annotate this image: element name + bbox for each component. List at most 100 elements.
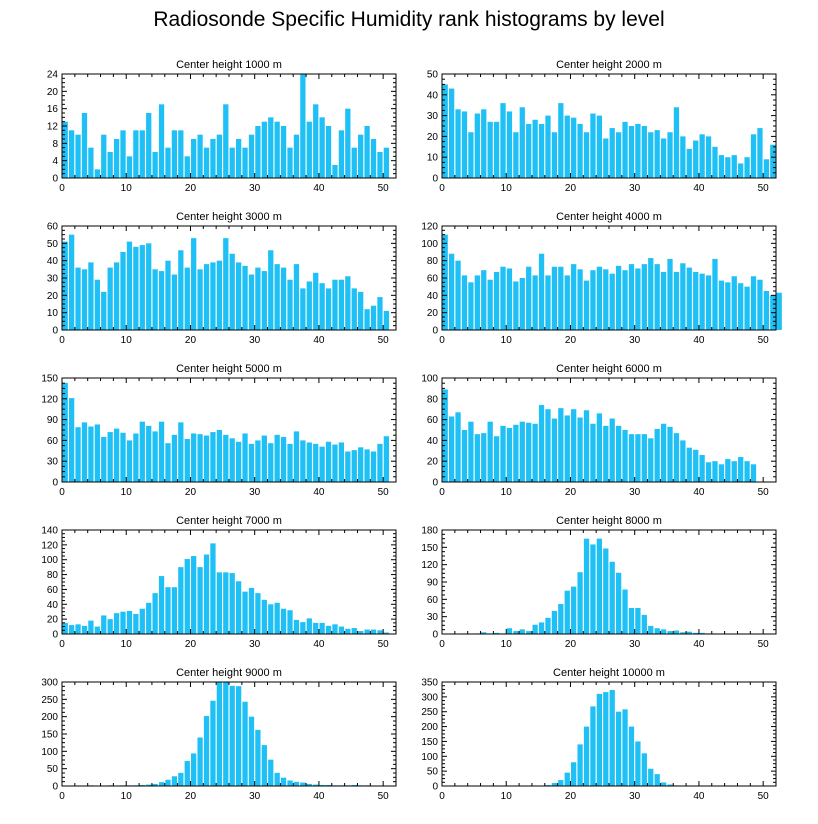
y-tick-label: 60	[47, 585, 59, 596]
bar	[577, 123, 583, 178]
bar	[680, 632, 686, 634]
bar	[178, 422, 184, 482]
bar	[513, 631, 519, 634]
bar	[693, 271, 699, 330]
bar	[641, 753, 647, 786]
bar	[590, 544, 596, 634]
bar	[248, 134, 255, 178]
bar	[750, 464, 757, 482]
x-tick-label: 20	[565, 335, 577, 346]
bar	[583, 280, 590, 330]
x-tick-label: 30	[249, 487, 261, 498]
bar	[178, 130, 184, 178]
bar	[338, 626, 345, 634]
bar	[158, 576, 165, 634]
plot-frame	[441, 529, 777, 635]
bar	[744, 461, 750, 482]
bar	[571, 117, 577, 178]
y-tick-label: 0	[432, 326, 438, 337]
bar	[449, 88, 455, 178]
bar	[210, 432, 216, 482]
y-tick-label: 60	[427, 415, 439, 426]
bar	[487, 421, 493, 482]
bar	[210, 700, 216, 786]
bar	[325, 441, 332, 482]
y-tick-label: 100	[41, 555, 58, 566]
bar	[763, 159, 769, 178]
bar	[319, 117, 325, 178]
bar	[197, 567, 203, 634]
bar	[712, 146, 718, 178]
bar	[596, 115, 602, 178]
bar	[725, 157, 731, 178]
x-tick-label: 40	[693, 487, 705, 498]
panel-title: Center height 4000 m	[556, 211, 662, 223]
bar	[506, 427, 513, 482]
y-tick-label: 200	[421, 722, 438, 733]
plot-frame	[61, 681, 397, 787]
x-tick-label: 50	[758, 487, 770, 498]
x-tick-label: 10	[501, 487, 513, 498]
bar	[146, 784, 152, 786]
plot-frame	[61, 529, 397, 635]
x-tick-label: 40	[693, 183, 705, 194]
bar	[738, 163, 744, 178]
bar	[107, 432, 113, 482]
bar	[152, 431, 158, 482]
bar	[268, 117, 274, 178]
bar	[280, 267, 287, 330]
bar	[358, 447, 364, 482]
y-tick-label: 10	[427, 153, 439, 164]
bar	[609, 690, 615, 786]
bar	[712, 258, 718, 330]
bar	[377, 297, 383, 330]
bar	[351, 288, 357, 330]
y-tick-label: 60	[47, 436, 59, 447]
bar	[776, 292, 782, 330]
y-tick-label: 50	[47, 239, 59, 250]
bar	[158, 104, 165, 178]
bar	[351, 147, 357, 178]
bar	[738, 457, 744, 482]
x-tick-label: 10	[121, 183, 133, 194]
panel-title: Center height 5000 m	[176, 363, 282, 375]
bar	[493, 121, 500, 178]
y-tick-label: 50	[47, 764, 59, 775]
bar	[481, 270, 487, 330]
bar	[242, 433, 248, 482]
y-tick-label: 100	[41, 747, 58, 758]
bar	[146, 113, 152, 178]
bar	[641, 614, 647, 634]
bar	[622, 589, 628, 634]
bar	[538, 123, 545, 178]
bar	[81, 422, 88, 482]
bar	[590, 270, 596, 330]
bar	[506, 268, 513, 330]
bar	[622, 270, 628, 330]
bar	[152, 152, 158, 178]
x-tick-label: 50	[758, 639, 770, 650]
bar	[197, 434, 203, 482]
bar	[261, 599, 267, 634]
y-tick-label: 60	[427, 274, 439, 285]
bar	[255, 126, 261, 178]
bar	[165, 260, 171, 330]
bar	[628, 608, 635, 634]
bar	[571, 762, 577, 786]
bar	[280, 436, 287, 482]
bar	[216, 682, 222, 786]
bar	[744, 157, 750, 178]
bar	[558, 103, 564, 178]
bar	[229, 685, 235, 786]
bar	[519, 107, 525, 178]
x-tick-label: 50	[758, 335, 770, 346]
bar	[442, 389, 448, 482]
bar	[596, 538, 602, 634]
bar	[493, 271, 500, 330]
bar	[261, 745, 267, 786]
y-tick-label: 60	[47, 222, 59, 233]
bar	[603, 425, 609, 482]
bar	[461, 275, 468, 330]
bar	[313, 272, 319, 330]
x-tick-label: 20	[565, 791, 577, 802]
